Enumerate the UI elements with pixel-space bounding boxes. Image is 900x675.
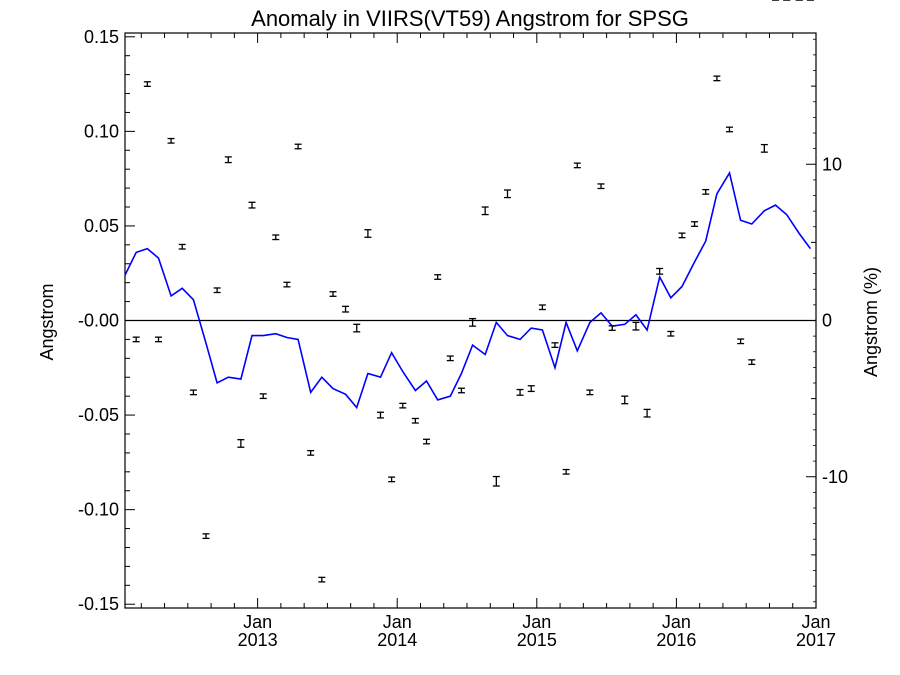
- error-bar-point: [178, 243, 186, 250]
- x-tick-label-month: Jan: [383, 612, 412, 632]
- error-bar-point: [446, 355, 454, 362]
- error-bar-point: [329, 291, 337, 297]
- y-right-tick-label: 10: [822, 154, 842, 174]
- error-bar-point: [760, 143, 768, 153]
- error-bar-point: [457, 387, 465, 394]
- error-bar-point: [423, 438, 431, 445]
- error-bar-point: [656, 267, 664, 275]
- error-bar-point: [411, 417, 419, 424]
- y-tick-label: -0.00: [78, 311, 119, 331]
- y-tick-label: -0.10: [78, 500, 119, 520]
- error-bar-point: [643, 408, 651, 418]
- error-bar-point: [748, 359, 756, 366]
- anomaly-line-series: [124, 170, 812, 410]
- error-bar-point: [527, 385, 535, 393]
- error-bar-point: [167, 137, 175, 144]
- y-tick-label: 0.15: [84, 27, 119, 47]
- x-tick-label-year: 2015: [517, 630, 557, 650]
- error-bar-point: [434, 274, 442, 280]
- y-right-tick-label: 0: [822, 311, 832, 331]
- error-bar-point: [342, 305, 350, 313]
- error-bar-point: [259, 393, 267, 400]
- error-bar-point: [492, 475, 500, 487]
- error-bar-point: [503, 189, 511, 199]
- error-bar-point: [562, 468, 570, 475]
- error-bar-point: [608, 325, 616, 331]
- y-right-axis-label: Angstrom (%): [861, 267, 881, 377]
- error-bar-point: [586, 389, 594, 396]
- y-tick-label: -0.05: [78, 405, 119, 425]
- error-bar-point: [597, 183, 605, 190]
- error-bar-point: [399, 402, 407, 409]
- plot-area: 0.15 0.10 0.05 -0.00 -0.05 -0.10 -0.15 10 0 -10 Ja…: [78, 0, 848, 650]
- error-bar-point: [318, 576, 326, 583]
- error-bar-point: [294, 143, 302, 150]
- y-axis-label: Angstrom: [37, 283, 57, 360]
- error-bar-point: [376, 411, 384, 419]
- error-bar-point: [621, 395, 629, 405]
- error-bar-point: [364, 229, 372, 238]
- error-bar-point: [202, 533, 210, 540]
- x-tick-label-year: 2014: [377, 630, 417, 650]
- error-bar-point: [737, 338, 745, 345]
- error-bar-point: [573, 162, 581, 169]
- x-tick-label-year: 2016: [656, 630, 696, 650]
- error-bar-point: [388, 476, 396, 483]
- error-bar-point: [469, 317, 477, 327]
- error-bar-point: [283, 281, 291, 288]
- error-bar-point: [248, 201, 256, 209]
- x-tick-label-month: Jan: [243, 612, 272, 632]
- x-tick-label-year: 2017: [796, 630, 836, 650]
- error-bar-point: [702, 188, 710, 195]
- x-tick-label-month: Jan: [662, 612, 691, 632]
- error-bar-point: [691, 221, 699, 227]
- error-bar-point: [272, 234, 280, 241]
- error-bar-point: [307, 449, 315, 456]
- error-bar-point: [155, 336, 163, 343]
- error-bar-point: [143, 81, 151, 87]
- error-bar-point: [353, 323, 361, 333]
- y-tick-label: 0.05: [84, 216, 119, 236]
- y-tick-label: -0.15: [78, 594, 119, 614]
- error-bar-point: [551, 342, 559, 349]
- error-bar-point: [678, 232, 686, 239]
- x-tick-label-month: Jan: [522, 612, 551, 632]
- x-tick-label-month: Jan: [801, 612, 830, 632]
- y-tick-label: 0.10: [84, 121, 119, 141]
- error-bar-point: [667, 330, 675, 337]
- error-bar-point: [132, 336, 140, 343]
- error-bar-point: [213, 287, 221, 294]
- error-bar-point: [713, 75, 721, 82]
- error-bar-point: [632, 321, 640, 331]
- error-bar-point: [189, 389, 197, 396]
- error-bar-point: [516, 388, 524, 396]
- chart-title: Anomaly in VIIRS(VT59) Angstrom for SPSG: [251, 6, 689, 31]
- error-bar-point: [237, 439, 245, 448]
- error-bar-point: [481, 206, 489, 216]
- error-bar-point: [725, 126, 733, 133]
- x-tick-label-year: 2013: [238, 630, 278, 650]
- error-bar-point: [224, 156, 232, 164]
- error-bar-point: [538, 304, 546, 311]
- y-right-tick-label: -10: [822, 467, 848, 487]
